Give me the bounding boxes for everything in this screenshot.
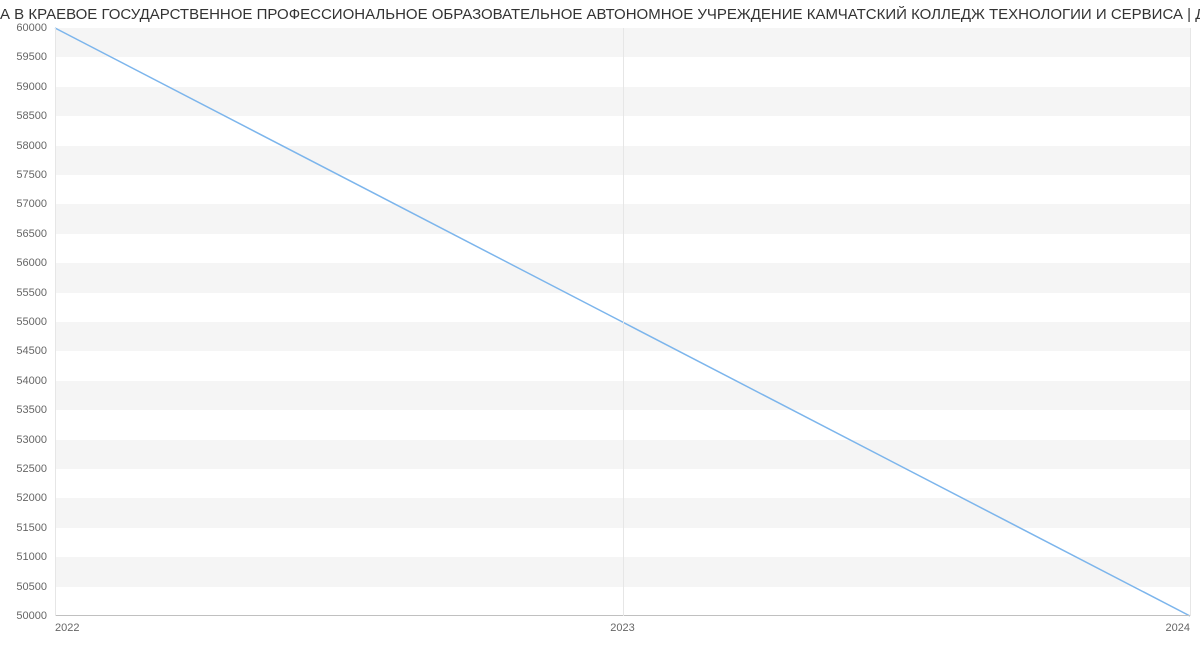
y-tick-label: 55500 [7,287,47,299]
y-tick-label: 57500 [7,169,47,181]
y-tick-label: 59000 [7,81,47,93]
y-tick-label: 58000 [7,140,47,152]
y-tick-label: 55000 [7,316,47,328]
y-tick-label: 52000 [7,492,47,504]
plot-area: 5000050500510005150052000525005300053500… [55,28,1190,616]
y-tick-label: 50000 [7,610,47,622]
y-tick-label: 56000 [7,257,47,269]
y-tick-label: 50500 [7,581,47,593]
y-tick-label: 52500 [7,463,47,475]
x-tick-label: 2022 [55,622,79,634]
chart-title: А В КРАЕВОЕ ГОСУДАРСТВЕННОЕ ПРОФЕССИОНАЛ… [0,6,1200,23]
y-tick-label: 57000 [7,198,47,210]
x-gridline [55,28,56,616]
y-tick-label: 56500 [7,228,47,240]
y-tick-label: 54500 [7,345,47,357]
x-gridline [1190,28,1191,616]
x-tick-label: 2024 [1166,622,1190,634]
x-tick-label: 2023 [610,622,634,634]
y-tick-label: 60000 [7,22,47,34]
y-tick-label: 59500 [7,51,47,63]
y-tick-label: 51500 [7,522,47,534]
chart-container: А В КРАЕВОЕ ГОСУДАРСТВЕННОЕ ПРОФЕССИОНАЛ… [0,0,1200,650]
x-gridline [623,28,624,616]
y-tick-label: 51000 [7,551,47,563]
y-tick-label: 53000 [7,434,47,446]
y-tick-label: 58500 [7,110,47,122]
y-tick-label: 53500 [7,404,47,416]
y-tick-label: 54000 [7,375,47,387]
